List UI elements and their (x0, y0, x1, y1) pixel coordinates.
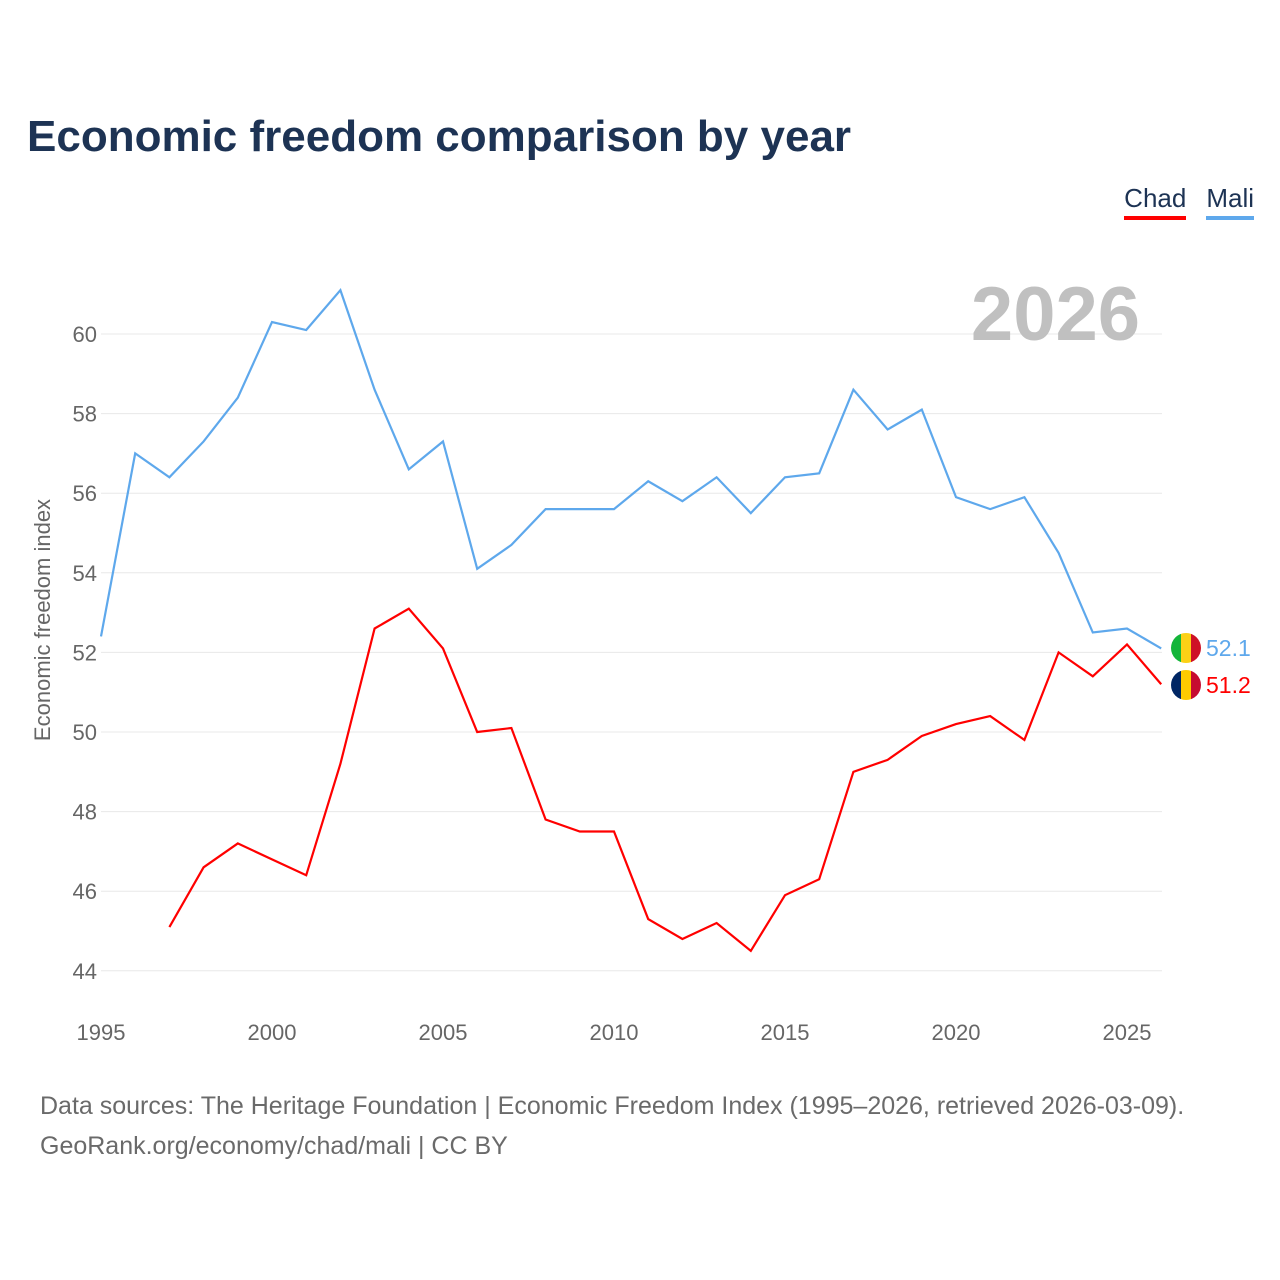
chart-title: Economic freedom comparison by year (27, 112, 852, 161)
series-line-mali (99, 288, 1162, 650)
flag-stripe (1191, 633, 1201, 663)
flag-stripe (1191, 670, 1201, 700)
y-tick-label: 56 (73, 481, 97, 506)
legend: Chad Mali (1124, 183, 1254, 220)
x-tick-label: 2010 (590, 1020, 639, 1045)
source-note: Data sources: The Heritage Foundation | … (40, 1086, 1184, 1166)
x-tick-label: 2025 (1103, 1020, 1152, 1045)
legend-mali[interactable]: Mali (1206, 183, 1254, 220)
x-tick-label: 2005 (419, 1020, 468, 1045)
end-label-chad: 51.2 (1206, 672, 1251, 698)
x-tick-label: 2015 (761, 1020, 810, 1045)
year-watermark: 2026 (971, 272, 1140, 357)
y-tick-label: 58 (73, 402, 97, 427)
flag-stripe (1171, 633, 1181, 663)
y-tick-label: 60 (73, 322, 97, 347)
y-tick-label: 52 (73, 640, 97, 665)
y-axis-label: Economic freedom index (30, 499, 55, 741)
flag-mali-icon (1171, 633, 1201, 663)
x-tick-label: 1995 (77, 1020, 126, 1045)
flag-stripe (1181, 670, 1191, 700)
end-label-mali: 52.1 (1206, 635, 1251, 661)
x-tick-label: 2000 (248, 1020, 297, 1045)
source-line-1: Data sources: The Heritage Foundation | … (40, 1092, 1185, 1120)
y-tick-label: 48 (73, 800, 97, 825)
legend-chad[interactable]: Chad (1124, 183, 1187, 220)
source-line-2[interactable]: GeoRank.org/economy/chad/mali | CC BY (40, 1132, 508, 1160)
y-tick-label: 44 (73, 959, 97, 984)
flag-stripe (1171, 670, 1181, 700)
series-line-chad (168, 607, 1163, 953)
x-tick-label: 2020 (932, 1020, 981, 1045)
y-tick-label: 46 (73, 879, 97, 904)
y-tick-label: 50 (73, 720, 97, 745)
y-tick-label: 54 (73, 561, 97, 586)
flag-chad-icon (1171, 670, 1201, 700)
flag-stripe (1181, 633, 1191, 663)
